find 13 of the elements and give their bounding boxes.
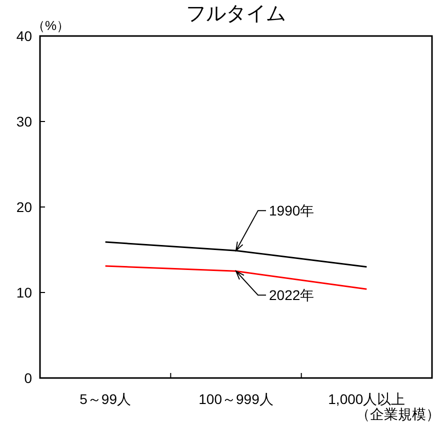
ytick: 0 (24, 370, 32, 386)
ytick: 40 (16, 28, 32, 44)
ylabel: （%） (32, 18, 70, 33)
title: フルタイム (186, 3, 286, 25)
annotation: 2022年 (269, 287, 314, 304)
ytick: 10 (16, 284, 32, 300)
xtick: 5～99人 (80, 391, 132, 407)
xlabel: （企業規模） (356, 406, 440, 422)
ytick: 20 (16, 199, 32, 215)
ytick: 30 (16, 114, 32, 130)
xtick: 100～999人 (198, 391, 274, 407)
annotation: 1990年 (269, 202, 314, 219)
xtick: 1,000人以上 (328, 391, 406, 407)
